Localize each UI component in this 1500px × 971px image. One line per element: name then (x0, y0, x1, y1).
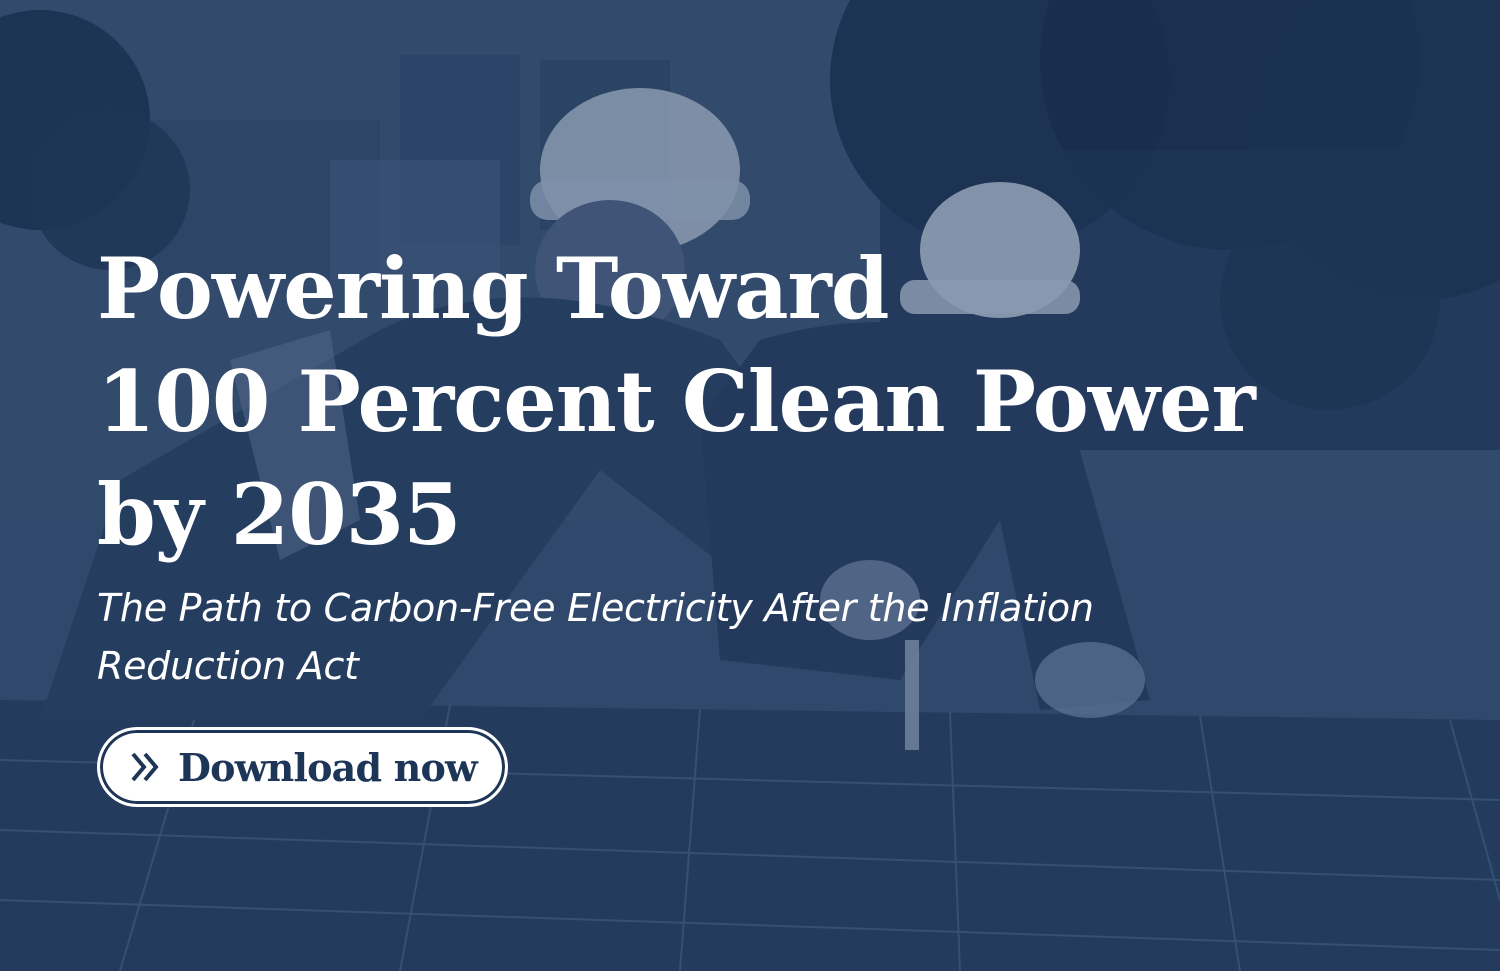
title-line-1: Powering Toward (97, 239, 890, 338)
title-line-2: 100 Percent Clean Power (97, 352, 1256, 451)
hero-content: Powering Toward 100 Percent Clean Power … (97, 232, 1347, 695)
double-chevron-right-icon (128, 749, 164, 785)
page-title: Powering Toward 100 Percent Clean Power … (97, 232, 1347, 571)
download-now-label: Download now (178, 744, 478, 790)
download-now-button[interactable]: Download now (97, 727, 508, 807)
title-line-3: by 2035 (97, 465, 462, 564)
page-subtitle: The Path to Carbon-Free Electricity Afte… (97, 586, 1094, 688)
